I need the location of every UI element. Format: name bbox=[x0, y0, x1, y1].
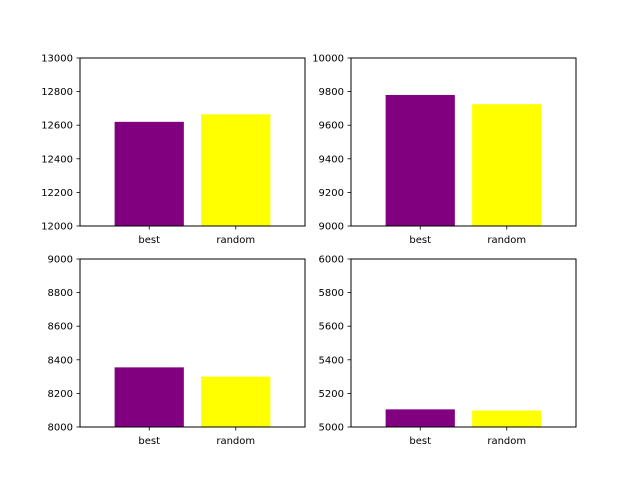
y-tick-label: 9400 bbox=[319, 154, 344, 165]
y-tick-label: 12400 bbox=[41, 154, 73, 165]
subplot-2: best random 9000 9200 9400 9600 9800 10000 bbox=[312, 54, 577, 246]
x-tick-label: random bbox=[487, 235, 526, 246]
axes-frame bbox=[350, 57, 577, 227]
y-tick-label: 9800 bbox=[319, 87, 344, 98]
x-tick-label: best bbox=[409, 436, 431, 447]
bar-random bbox=[472, 104, 542, 226]
bar-best bbox=[385, 409, 455, 427]
bar-random bbox=[201, 376, 271, 427]
y-tick-label: 8200 bbox=[48, 389, 73, 400]
subplot-1: best random 12000 12200 12400 12600 12800 13000 bbox=[41, 54, 306, 246]
y-tick-label: 12200 bbox=[41, 188, 73, 199]
y-tick-label: 10000 bbox=[312, 54, 344, 65]
y-tick-label: 8800 bbox=[48, 288, 73, 299]
y-tick-label: 12800 bbox=[41, 87, 73, 98]
axes-frame bbox=[79, 258, 306, 428]
y-tick-label: 8400 bbox=[48, 355, 73, 366]
axes-frame bbox=[350, 258, 577, 428]
bar-best bbox=[114, 367, 184, 427]
y-tick-label: 12000 bbox=[41, 222, 73, 233]
x-tick-label: best bbox=[409, 235, 431, 246]
y-tick-label: 5400 bbox=[319, 355, 344, 366]
y-tick-label: 9000 bbox=[48, 255, 73, 266]
y-tick-label: 5800 bbox=[319, 288, 344, 299]
y-tick-label: 5000 bbox=[319, 423, 344, 434]
y-tick-label: 8600 bbox=[48, 322, 73, 333]
bar-best bbox=[114, 121, 184, 226]
y-tick-label: 12600 bbox=[41, 121, 73, 132]
y-tick-label: 5200 bbox=[319, 389, 344, 400]
y-tick-label: 8000 bbox=[48, 423, 73, 434]
y-tick-label: 13000 bbox=[41, 54, 73, 65]
y-tick-label: 9600 bbox=[319, 121, 344, 132]
y-tick-label: 5600 bbox=[319, 322, 344, 333]
bar-random bbox=[472, 410, 542, 427]
bar-random bbox=[201, 114, 271, 226]
y-tick-label: 6000 bbox=[319, 255, 344, 266]
x-tick-label: random bbox=[216, 235, 255, 246]
x-tick-label: best bbox=[138, 436, 160, 447]
x-tick-label: random bbox=[216, 436, 255, 447]
y-tick-label: 9000 bbox=[319, 222, 344, 233]
bar-best bbox=[385, 94, 455, 227]
x-tick-label: best bbox=[138, 235, 160, 246]
x-tick-label: random bbox=[487, 436, 526, 447]
axes-frame bbox=[79, 57, 306, 227]
y-tick-label: 9200 bbox=[319, 188, 344, 199]
subplot-4: best random 5000 5200 5400 5600 5800 6000 bbox=[319, 255, 577, 447]
subplot-3: best random 8000 8200 8400 8600 8800 9000 bbox=[48, 255, 306, 447]
